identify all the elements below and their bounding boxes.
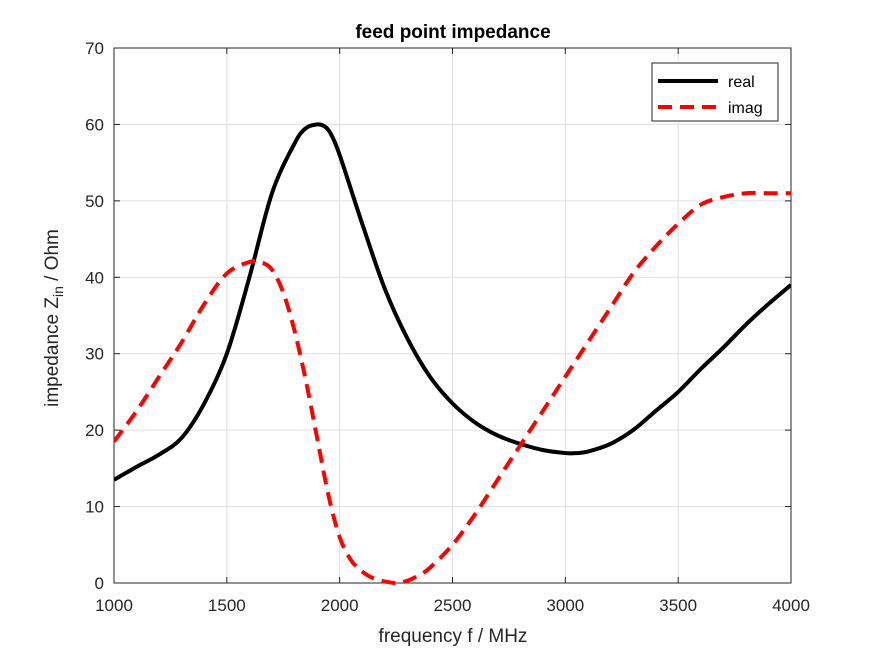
x-tick-label: 1000 xyxy=(95,596,133,615)
y-axis-label: impedance Zin / Ohm xyxy=(42,229,66,407)
x-tick-label: 4000 xyxy=(772,596,810,615)
legend: real imag xyxy=(651,62,779,122)
chart-title: feed point impedance xyxy=(355,22,550,43)
x-tick-label: 3500 xyxy=(659,596,697,615)
series-lines xyxy=(114,122,791,585)
y-axis-label-subscript: in xyxy=(50,286,66,297)
grid-lines xyxy=(113,47,792,584)
x-tick-label: 2000 xyxy=(321,596,359,615)
y-tick-label: 0 xyxy=(95,574,104,593)
x-axis-label: frequency f / MHz xyxy=(379,626,528,647)
y-axis-label-suffix: / Ohm xyxy=(42,229,63,286)
y-tick-label: 30 xyxy=(85,345,104,364)
legend-label-imag: imag xyxy=(728,100,763,117)
series-line-imag xyxy=(114,190,791,585)
legend-box xyxy=(651,62,779,122)
legend-label-real: real xyxy=(728,74,755,91)
x-tick-label: 3000 xyxy=(546,596,584,615)
y-tick-label: 20 xyxy=(85,421,104,440)
y-tick-label: 60 xyxy=(85,115,104,134)
x-tick-label: 1500 xyxy=(208,596,246,615)
axes xyxy=(113,47,792,584)
tick-labels: 1000 1500 2000 2500 3000 3500 4000 0 10 20 30 40 50 6… xyxy=(85,39,810,615)
y-tick-label: 10 xyxy=(85,498,104,517)
axes-box xyxy=(113,47,792,584)
y-tick-label: 40 xyxy=(85,268,104,287)
y-tick-label: 50 xyxy=(85,192,104,211)
y-axis-label-main: impedance Z xyxy=(42,297,63,407)
series-line-real xyxy=(114,122,791,482)
x-tick-label: 2500 xyxy=(434,596,472,615)
y-tick-label: 70 xyxy=(85,39,104,58)
